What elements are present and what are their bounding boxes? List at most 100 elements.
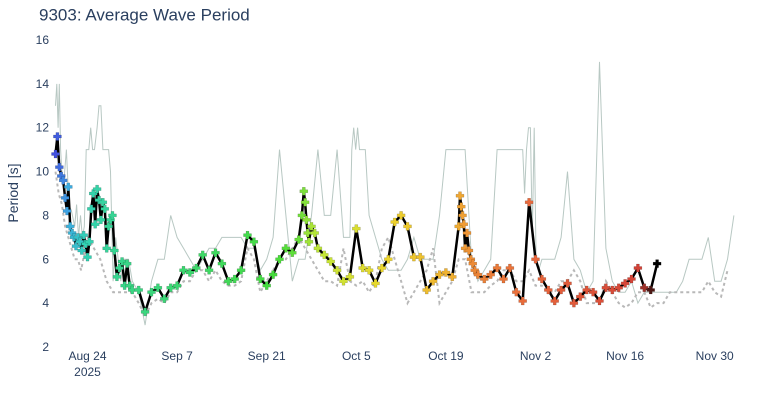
data-point-marker [480,274,489,284]
data-point-marker [147,287,156,297]
y-tick-label: 6 [42,252,49,266]
x-tick-label: Nov 2 [520,349,552,363]
data-point-marker [115,263,124,273]
data-point-marker [128,285,137,295]
data-point-marker [646,285,655,295]
x-axis-ticks: Aug 24 2025 Sep 7 Sep 21 Oct 5 Oct 19 Nov 2 Nov… [68,349,734,379]
data-point-marker [53,132,62,141]
data-point-marker [457,202,466,211]
y-tick-label: 8 [42,208,49,222]
data-point-marker [85,237,94,246]
data-point-marker [256,274,265,284]
data-point-marker [377,263,387,273]
data-point-marker [524,198,534,207]
data-point-marker [371,279,380,288]
x-tick-label: Sep 7 [161,349,193,363]
data-point-marker [620,279,630,288]
data-point-marker [352,224,361,233]
data-point-marker [134,285,143,295]
data-point-marker [428,276,438,286]
data-point-marker [92,184,102,194]
x-tick-label: Aug 24 [68,349,106,363]
data-point-marker [288,248,297,257]
data-point-marker [569,298,579,308]
data-point-marker [384,255,393,264]
y-tick-label: 14 [36,77,50,91]
data-point-marker [486,270,495,279]
data-point-marker [499,274,508,284]
chart-title: 9303: Average Wave Period [39,6,250,25]
data-point-marker [459,219,469,229]
data-point-marker [556,285,566,295]
data-point-marker [204,266,214,275]
y-tick-label: 10 [36,165,50,179]
data-point-marker [166,283,175,293]
data-point-marker [595,296,604,306]
data-point-marker [268,270,278,279]
data-point-marker [435,270,444,279]
data-point-marker [172,281,182,290]
data-point-marker [62,206,72,216]
x-tick-label: Sep 21 [248,349,286,363]
data-point-marker [185,268,195,277]
data-point-marker [77,246,86,255]
y-axis-title: Period [s] [5,163,21,222]
data-point-marker [627,274,636,284]
data-point-marker [112,272,122,282]
data-point-marker [64,182,73,192]
data-point-marker [563,279,572,288]
data-point-marker [83,252,92,262]
data-point-marker [90,219,100,229]
data-point-marker [409,252,419,262]
data-point-marker [122,259,132,268]
x-tick-label: Oct 19 [428,349,464,363]
data-point-marker [458,211,467,220]
data-point-marker [652,259,662,268]
data-point-marker [89,189,98,198]
x-tick-label: Nov 16 [606,349,644,363]
data-point-marker [140,307,150,317]
plot-area [51,61,735,326]
y-tick-label: 12 [36,121,50,135]
data-point-marker [633,263,643,273]
data-point-marker [441,268,451,277]
data-point-marker [211,248,220,257]
data-point-marker [302,215,311,225]
data-point-marker [294,235,303,244]
data-point-marker [403,222,412,231]
data-point-marker [153,283,163,293]
data-point-marker [79,230,88,240]
data-point-marker [281,244,291,253]
data-point-marker [75,237,85,246]
peak-period-line [55,61,735,326]
data-point-marker [249,237,259,246]
data-point-marker [396,211,406,220]
data-point-marker [544,285,553,295]
data-point-marker [601,283,611,293]
data-point-marker [416,252,425,262]
data-point-marker [310,228,319,238]
x-tick-label: Oct 5 [342,349,371,363]
data-point-marker [96,215,106,225]
data-point-marker [275,255,284,264]
data-point-marker [299,187,309,196]
data-point-marker [100,204,110,214]
data-point-marker [473,270,483,279]
y-tick-label: 4 [42,296,49,310]
data-point-marker [364,266,374,275]
x-tick-sublabel: 2025 [74,365,101,379]
y-tick-label: 16 [36,33,50,47]
data-point-marker [608,285,617,295]
data-point-marker [102,244,111,253]
data-point-marker [320,250,329,260]
data-point-marker [117,257,127,266]
data-point-marker [460,244,470,253]
data-point-marker [390,217,399,227]
data-point-marker [339,276,348,286]
data-point-marker [345,272,355,282]
y-tick-label: 2 [42,340,49,354]
data-point-marker [304,237,314,246]
data-point-marker [455,191,465,200]
data-point-marker [505,263,515,273]
